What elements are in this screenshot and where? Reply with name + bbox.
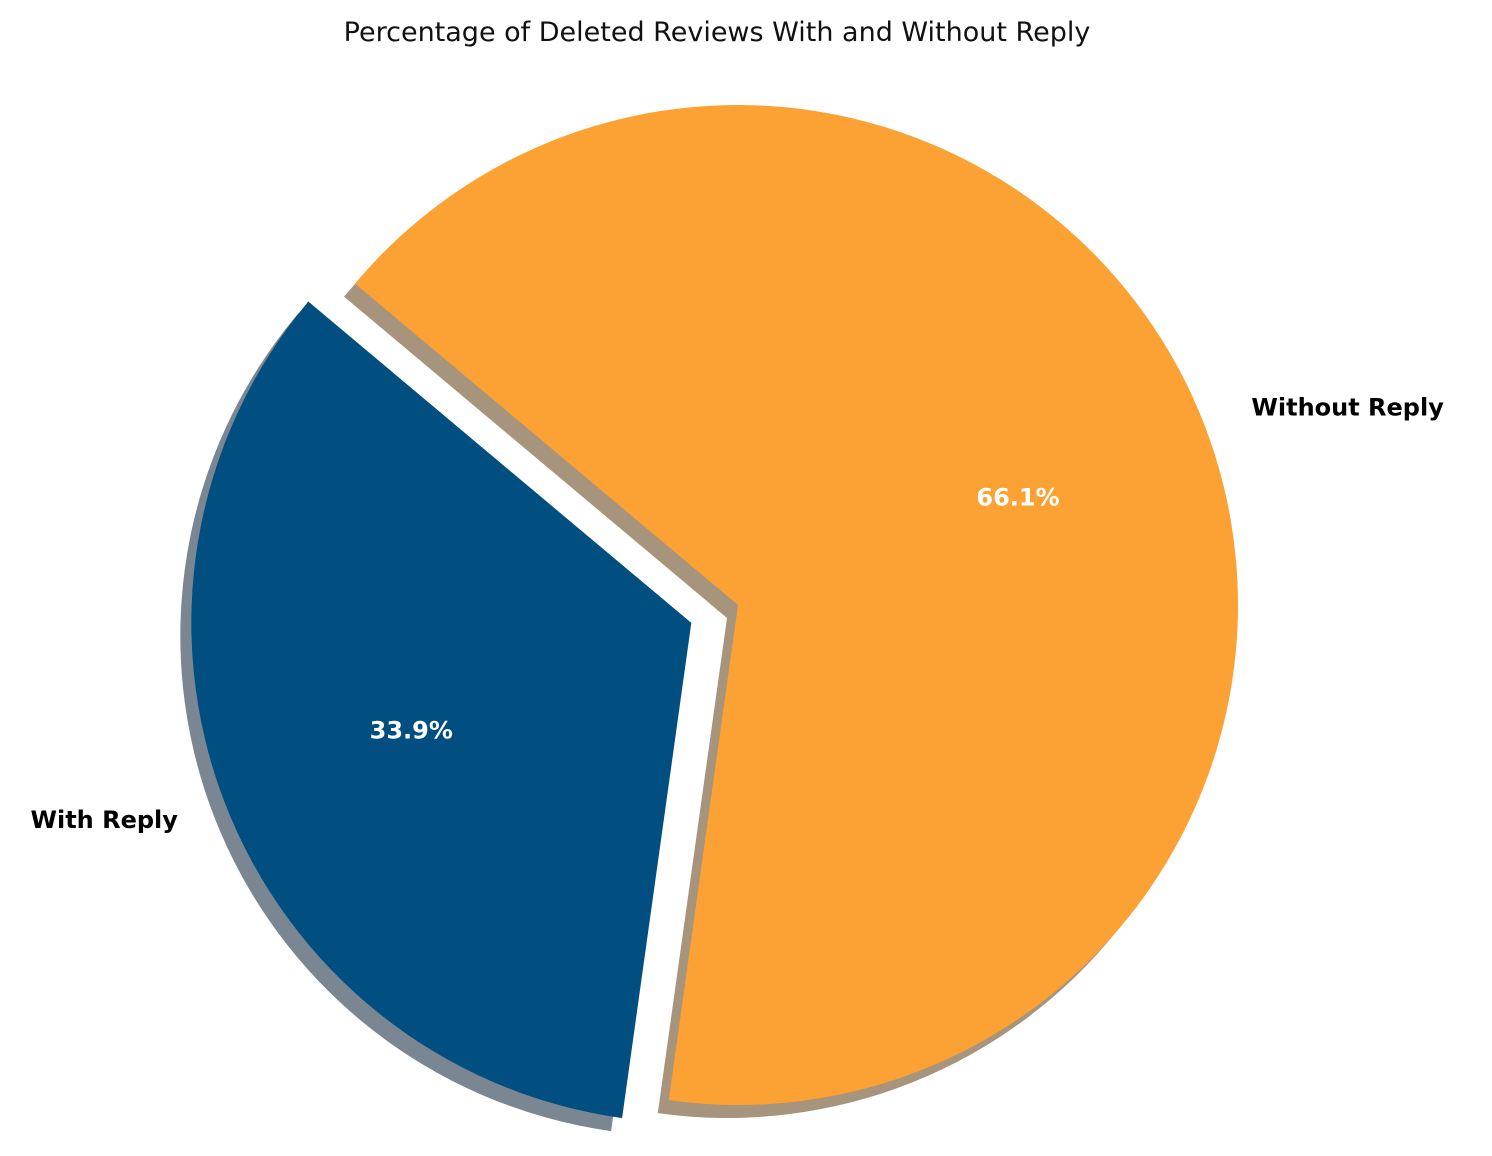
category-label-with-reply: With Reply [31, 806, 179, 834]
percent-label-with-reply: 33.9% [370, 717, 453, 745]
slices [191, 104, 1238, 1119]
slice-with-reply [191, 301, 692, 1119]
percent-label-without-reply: 66.1% [976, 483, 1059, 511]
slice-labels: With Reply 33.9% Without Reply 66.1% [31, 394, 1445, 834]
chart-title: Percentage of Deleted Reviews With and W… [344, 17, 1091, 48]
slice-without-reply [354, 104, 1238, 1105]
category-label-without-reply: Without Reply [1251, 394, 1444, 422]
